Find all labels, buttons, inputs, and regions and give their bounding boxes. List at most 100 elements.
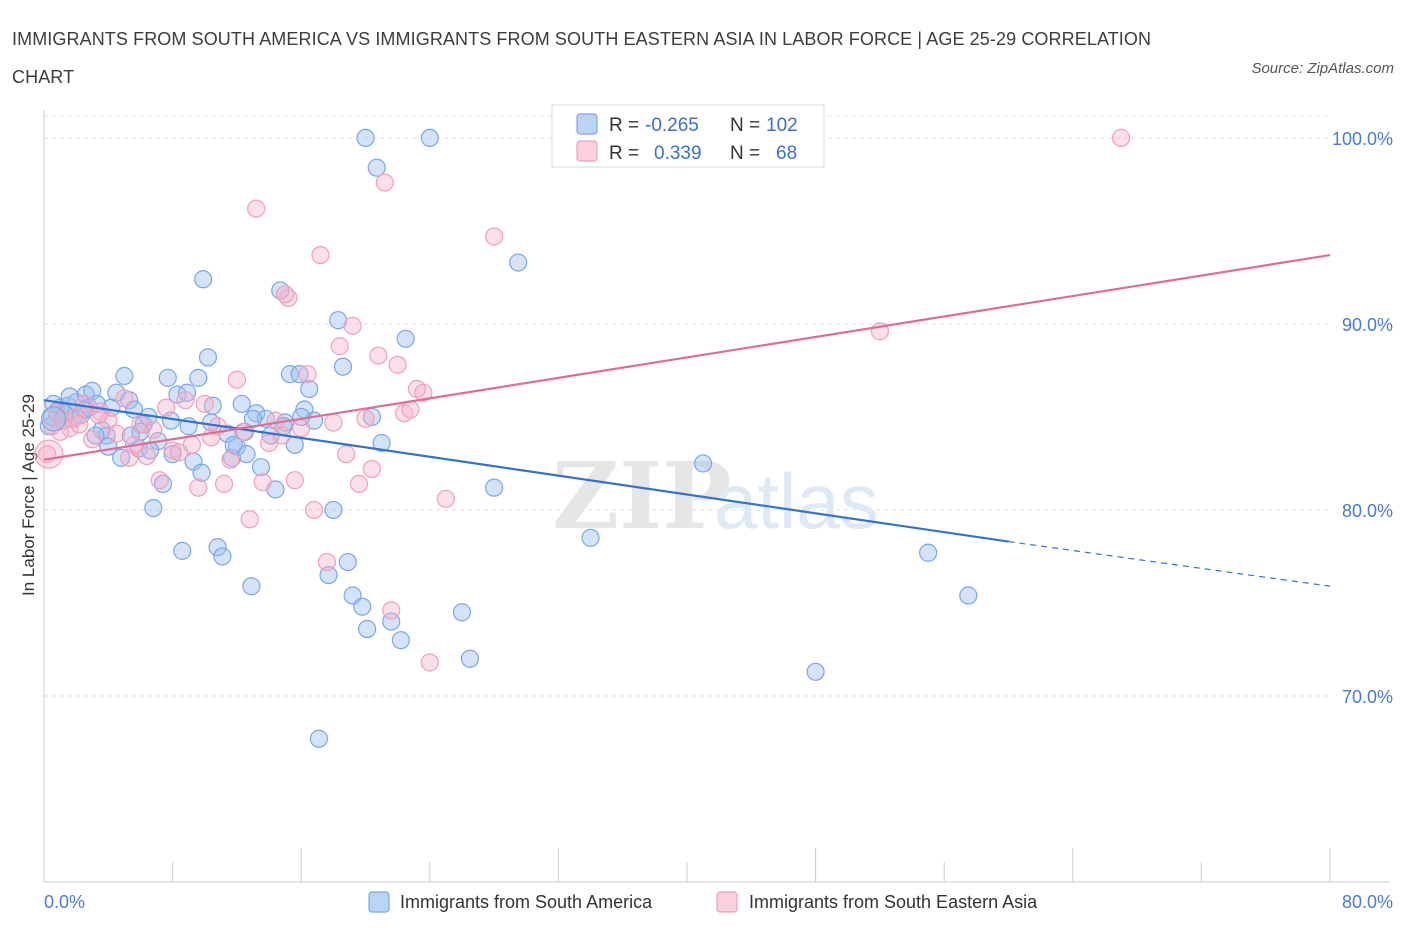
point-south-eastern-asia [83,430,102,449]
point-south-eastern-asia [137,446,156,466]
point-south-eastern-asia [115,389,134,408]
point-south-eastern-asia [382,601,401,620]
data-points [34,128,1131,748]
point-south-eastern-asia [1111,128,1131,148]
point-south-america [324,500,343,520]
point-south-eastern-asia [436,489,455,508]
point-south-eastern-asia [362,459,382,479]
legend-n-label: N = [730,143,760,164]
y-tick-label: 100.0% [1332,129,1393,149]
point-south-america [232,394,251,414]
y-axis-label: In Labor Force | Age 25-29 [19,394,38,596]
point-south-eastern-asia [349,474,369,494]
point-south-eastern-asia [388,355,407,374]
point-south-eastern-asia [195,394,214,414]
point-south-america [144,498,163,518]
point-south-america [247,404,266,423]
point-south-eastern-asia [324,413,343,432]
point-south-america [237,445,256,464]
point-south-eastern-asia [369,346,388,365]
point-south-eastern-asia [176,391,195,410]
point-south-eastern-asia [227,370,246,389]
point-south-america [396,329,415,348]
point-south-eastern-asia [99,411,118,430]
point-south-eastern-asia [240,510,259,529]
point-south-eastern-asia [414,383,433,402]
point-south-america [919,543,938,562]
point-south-eastern-asia [157,398,176,417]
point-south-america [115,366,134,386]
point-south-eastern-asia [75,394,94,414]
legend-r-label: R = [609,115,639,136]
point-south-eastern-asia [304,500,324,520]
y-tick-label: 80.0% [1342,501,1393,521]
point-south-america [300,379,319,399]
trend-lines [43,254,1331,587]
point-south-eastern-asia [298,365,317,384]
point-south-eastern-asia [311,245,330,265]
point-south-eastern-asia [89,405,108,425]
legend-n-label: N = [730,115,760,136]
point-south-eastern-asia [214,474,234,494]
point-south-america [158,368,177,387]
y-tick-labels: 70.0% 80.0% 90.0% 100.0% [1332,129,1393,707]
point-south-america [224,435,243,454]
source-label: Source: ZipAtlas.com [1251,60,1394,77]
legend-n-value: 68 [776,143,797,164]
point-south-eastern-asia [401,400,420,419]
legend-r-value: 0.339 [654,143,702,164]
point-south-america [581,528,600,547]
point-south-america [198,348,218,367]
point-south-america [173,541,192,560]
point-south-america [309,729,328,748]
trend-line-south-america [43,399,1009,543]
point-south-america [208,538,227,557]
point-south-america [367,158,386,177]
point-south-america [509,253,528,272]
point-south-america [280,365,300,384]
point-south-eastern-asia [107,424,126,443]
bottom-legend-label: Immigrants from South Eastern Asia [749,892,1038,912]
point-south-eastern-asia [221,450,240,469]
point-south-eastern-asia [163,441,182,460]
point-south-america [806,662,825,681]
correlation-legend: R = -0.265 N = 102 R = 0.339 N = 68 [551,104,825,168]
chart-title: IMMIGRANTS FROM SOUTH AMERICA VS IMMIGRA… [12,29,1152,87]
point-south-america [452,603,472,622]
point-south-eastern-asia [253,472,272,492]
trend-line-extension [1008,540,1331,587]
point-south-eastern-asia [356,409,375,428]
point-south-america [41,406,67,432]
point-south-eastern-asia [70,415,89,434]
point-south-eastern-asia [276,285,295,304]
point-south-america [460,649,480,668]
point-south-eastern-asia [337,445,356,464]
point-south-eastern-asia [50,422,70,441]
point-south-eastern-asia [285,471,304,490]
legend-r-value: -0.265 [645,115,699,136]
series-legend: Immigrants from South America Immigrants… [368,891,1038,913]
x-tick-label: 0.0% [44,892,85,912]
point-south-america [391,631,410,650]
x-tick-label: 80.0% [1342,892,1393,912]
point-south-america [338,552,357,572]
point-south-eastern-asia [420,653,439,672]
watermark: ZIP atlas [552,442,879,550]
point-south-eastern-asia [375,173,394,192]
watermark-atlas: atlas [714,457,879,545]
point-south-america [319,565,338,585]
point-south-eastern-asia [189,478,208,497]
point-south-eastern-asia [182,435,201,454]
point-south-america [356,128,375,148]
point-south-america [189,368,208,387]
bottom-legend-swatch-pink [716,891,738,913]
trend-line-south-eastern-asia [43,254,1331,461]
point-south-america [353,597,372,616]
axes [43,110,1390,883]
point-south-america [177,383,197,402]
point-south-america [485,478,504,497]
point-south-america [194,270,213,289]
point-south-eastern-asia [343,316,362,335]
point-south-america [420,128,439,148]
point-south-eastern-asia [234,422,253,441]
